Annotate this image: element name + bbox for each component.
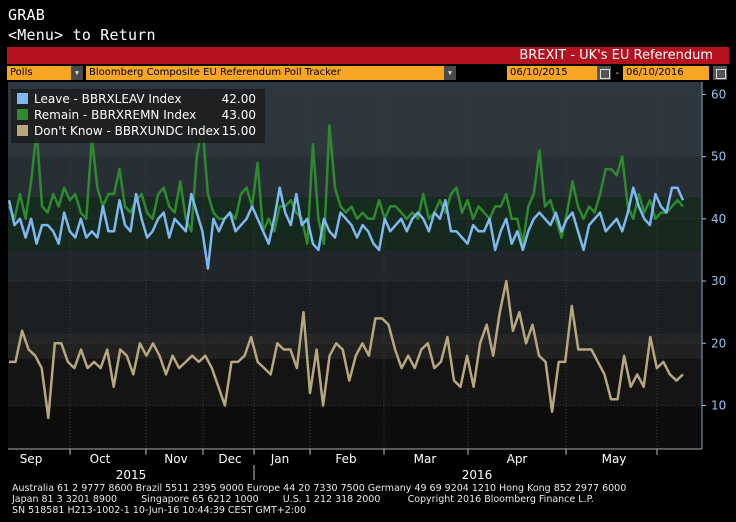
- legend-swatch-remain: [17, 109, 28, 120]
- y-tick-label: 50: [711, 150, 726, 164]
- x-year-label: 2015: [116, 468, 147, 480]
- x-tick-label: Jan: [270, 452, 290, 466]
- tracker-dropdown-icon[interactable]: ▼: [444, 66, 456, 80]
- footer-contacts-2: Japan 81 3 3201 8900 Singapore 65 6212 1…: [12, 494, 594, 505]
- x-tick-label: Mar: [414, 452, 437, 466]
- x-tick-label: Dec: [218, 452, 241, 466]
- end-calendar-icon[interactable]: [713, 66, 727, 80]
- background-band: [8, 281, 702, 344]
- x-tick-label: Sep: [20, 452, 43, 466]
- category-dropdown-icon[interactable]: ▼: [71, 66, 83, 80]
- legend-label-dontknow: Don't Know - BBRXUNDC Index: [34, 124, 220, 138]
- footer-timestamp: SN 518581 H213-1002-1 10-Jun-16 10:44:39…: [12, 505, 307, 516]
- date-separator: -: [614, 66, 621, 79]
- y-tick-label: 30: [711, 274, 726, 288]
- y-tick-label: 10: [711, 398, 726, 412]
- legend-swatch-dontknow: [17, 125, 28, 136]
- x-tick-label: May: [602, 452, 627, 466]
- legend-label-remain: Remain - BBRXREMN Index: [34, 108, 196, 122]
- start-calendar-icon[interactable]: [597, 66, 611, 80]
- series-line-dontknow: [9, 279, 684, 420]
- tracker-field[interactable]: Bloomberg Composite EU Referendum Poll T…: [86, 66, 444, 80]
- legend-swatch-leave: [17, 93, 28, 104]
- legend-value-dontknow: 15.00: [222, 124, 256, 138]
- legend-box: [11, 89, 265, 143]
- series-line-remain: [7, 124, 684, 245]
- x-tick-label: Oct: [90, 452, 111, 466]
- y-tick-label: 20: [711, 336, 726, 350]
- x-tick-label: Feb: [335, 452, 356, 466]
- y-tick-label: 40: [711, 212, 726, 226]
- footer-contacts-1: Australia 61 2 9777 8600 Brazil 5511 239…: [12, 483, 627, 494]
- legend-value-leave: 42.00: [222, 92, 256, 106]
- title-bar: BREXIT - UK's EU Referendum: [7, 47, 729, 64]
- x-tick-label: Nov: [164, 452, 187, 466]
- end-date-field[interactable]: 06/10/2016: [623, 66, 709, 80]
- series-line-leave: [7, 186, 685, 270]
- category-field[interactable]: Polls: [7, 66, 71, 80]
- legend-label-leave: Leave - BBRXLEAV Index: [34, 92, 181, 106]
- menu-return-hint[interactable]: <Menu> to Return: [8, 26, 156, 44]
- y-tick-label: 60: [711, 87, 726, 101]
- x-year-label: 2016: [462, 468, 493, 480]
- screen-title: GRAB: [8, 6, 45, 24]
- chart-title: BREXIT - UK's EU Referendum: [519, 48, 713, 63]
- background-band: [8, 405, 702, 449]
- x-tick-label: Apr: [507, 452, 528, 466]
- start-date-field[interactable]: 06/10/2015: [507, 66, 597, 80]
- poll-tracker-chart: 10 20 30 40 50 60 Sep Oct Nov Dec Jan Feb Mar Apr May…: [7, 82, 726, 480]
- legend-value-remain: 43.00: [222, 108, 256, 122]
